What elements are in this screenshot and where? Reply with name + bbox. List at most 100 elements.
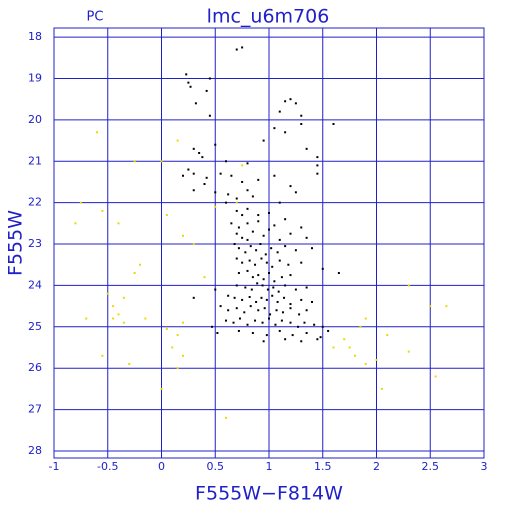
data-point [271,265,274,268]
data-point [303,321,306,324]
data-point [275,309,278,312]
y-tick-label: 28 [28,444,42,457]
data-point [214,191,217,194]
data-point [284,218,287,221]
data-point [117,222,120,225]
data-point [251,195,254,198]
data-point [271,294,274,297]
data-point [182,174,184,177]
data-point [235,284,238,287]
y-tick-label: 26 [28,361,42,374]
data-point [270,247,273,250]
data-point [160,387,163,390]
data-point [246,207,249,210]
data-point [348,346,351,349]
data-point [268,211,270,214]
data-point [225,201,227,204]
data-point [364,317,367,320]
data-point [254,263,257,266]
data-point [277,290,280,293]
data-point [265,261,268,264]
data-point [268,317,270,320]
data-point [192,172,195,175]
data-point [255,249,258,252]
data-point [165,327,168,330]
data-point [250,288,253,291]
data-point [235,257,238,260]
data-point [257,309,260,312]
data-point [235,197,238,200]
data-point [244,286,247,289]
data-point [255,300,258,303]
y-axis-label: F555W [5,210,27,276]
data-point [227,309,230,312]
y-tick-label: 21 [28,154,42,167]
data-point [214,205,217,208]
data-point [251,332,254,335]
data-point [321,267,324,270]
data-point [133,160,136,163]
data-point [294,288,297,291]
data-point [375,358,378,361]
data-point [230,174,233,177]
data-point [300,298,303,301]
data-point [311,300,313,303]
data-point [434,375,437,378]
chart-subtitle: PC [87,10,104,25]
data-point [241,261,244,264]
data-point [235,209,238,212]
data-point [260,296,263,299]
data-point [269,313,272,316]
data-point [316,164,319,167]
data-point [386,334,389,337]
data-point [128,363,131,366]
data-point [246,222,249,225]
data-point [106,292,109,295]
data-point [264,253,267,256]
data-point [407,350,410,353]
data-point [176,334,179,337]
data-point [407,284,410,287]
y-tick-label: 22 [28,196,42,209]
data-point [429,305,432,308]
data-point [280,276,283,279]
chart-title: lmc_u6m706 [207,6,330,28]
y-tick-label: 24 [28,278,42,291]
data-point [112,317,115,320]
data-point [216,332,219,335]
data-point [278,201,281,204]
data-point [287,263,290,266]
data-point [364,363,367,366]
data-point [266,288,269,291]
data-point [289,185,292,188]
data-point [300,261,303,264]
data-point [273,174,276,177]
data-point [182,354,184,357]
data-point [237,329,240,332]
data-point [289,98,292,101]
data-point [272,286,275,289]
data-point [278,259,281,262]
data-point [354,354,356,357]
data-point [249,305,252,308]
data-point [251,276,254,279]
x-tick-label: 3 [481,460,488,473]
data-point [280,319,283,322]
data-point [343,338,346,341]
data-point [251,230,254,233]
data-point [144,317,147,320]
data-point [133,272,136,275]
data-point [257,214,260,217]
data-point [276,300,279,303]
data-point [243,311,246,314]
data-point [235,201,238,204]
data-point [332,346,335,349]
data-point [192,189,195,192]
data-point [305,286,308,289]
data-point [101,209,104,212]
x-tick-label: -1 [49,460,60,473]
data-point [203,183,206,186]
data-point [289,307,292,310]
data-point [256,282,259,285]
x-tick-label: 0 [158,460,165,473]
